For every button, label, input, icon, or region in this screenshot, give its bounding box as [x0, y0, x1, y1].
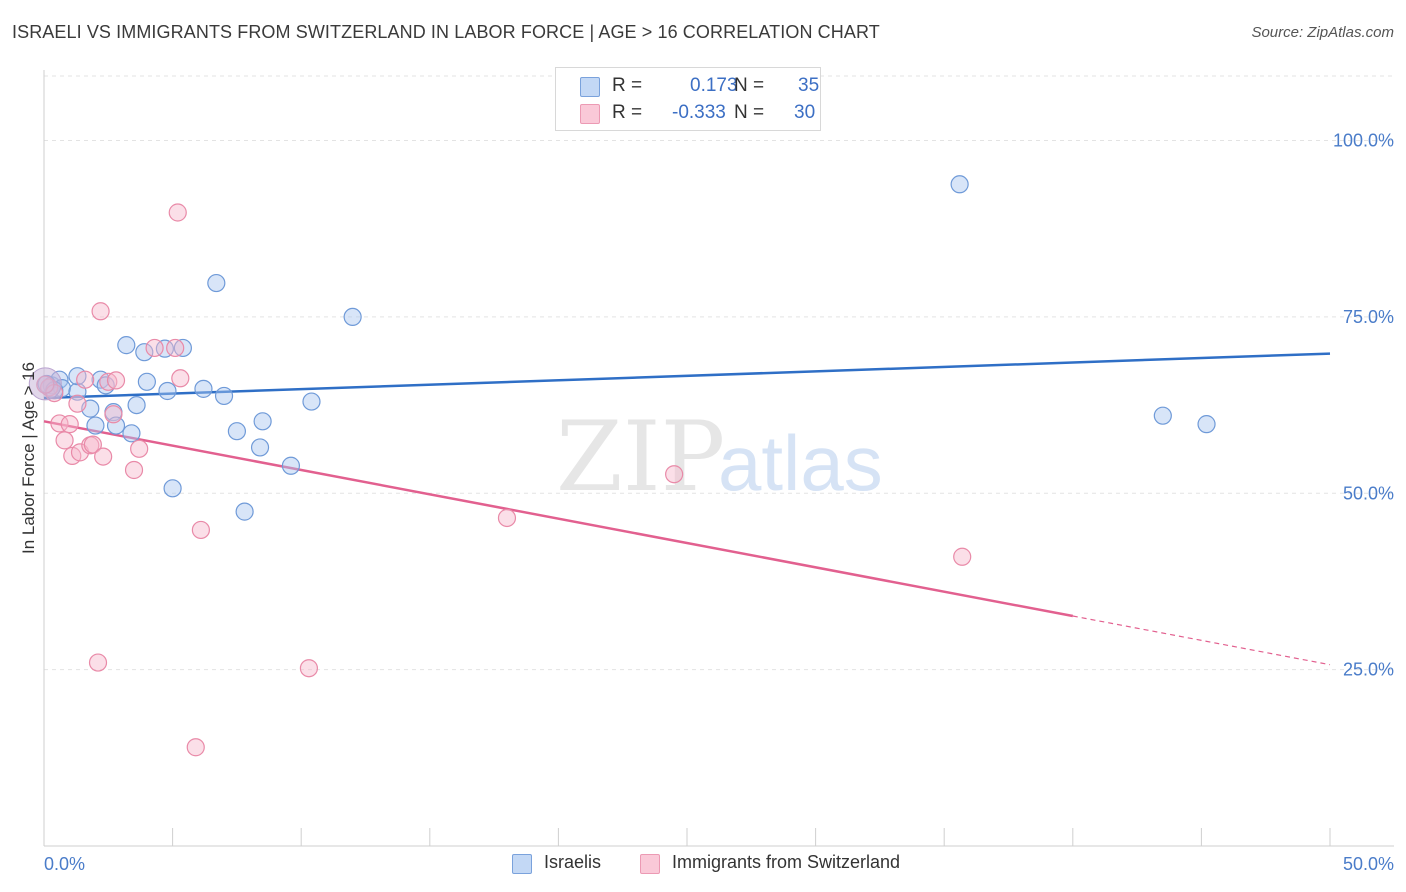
switzerland-point: [171, 369, 190, 388]
legend-swatch-switzerland: [580, 104, 600, 124]
switzerland-point: [299, 659, 319, 678]
x-tick-label-max: 50.0%: [1343, 854, 1394, 874]
israelis-point: [253, 412, 272, 431]
switzerland-point: [68, 394, 87, 413]
israelis-point: [207, 273, 226, 293]
switzerland-point: [99, 372, 118, 391]
y-tick-label: 75.0%: [1343, 307, 1394, 327]
legend-n-label: N =: [734, 102, 765, 123]
bottom-legend-label-switzerland: Immigrants from Switzerland: [672, 852, 901, 872]
israelis-point: [137, 372, 156, 391]
israelis-point: [950, 175, 969, 194]
watermark-atlas: atlas: [718, 419, 883, 507]
y-tick-label: 100.0%: [1333, 131, 1394, 151]
switzerland-point: [145, 338, 164, 358]
stats-legend: R = 0.173 N = 35 R = -0.333 N = 30: [555, 67, 821, 131]
israelis-point: [106, 416, 126, 435]
israelis-point: [281, 456, 301, 475]
switzerland-trend-extension: [1072, 615, 1331, 666]
legend-r-label: R =: [612, 75, 643, 96]
bottom-legend-swatch-switzerland: [640, 854, 660, 874]
legend-r-label: R =: [612, 102, 643, 123]
switzerland-point: [953, 547, 972, 566]
israelis-point: [135, 343, 154, 362]
legend-swatch-israelis: [580, 77, 600, 97]
legend-n-value: 30: [794, 102, 816, 123]
switzerland-point: [130, 439, 149, 458]
switzerland-point: [168, 203, 187, 222]
israelis-point: [117, 336, 136, 355]
legend-r-value: 0.173: [690, 75, 738, 96]
legend-r-value: -0.333: [672, 102, 726, 123]
switzerland-point: [50, 414, 69, 433]
source-credit: Source: ZipAtlas.com: [1251, 24, 1394, 41]
israelis-point: [86, 416, 105, 435]
switzerland-point: [106, 371, 126, 390]
israelis-point: [235, 502, 254, 521]
switzerland-point: [55, 431, 74, 450]
data-points: [28, 175, 1216, 757]
israelis-point: [163, 479, 182, 498]
switzerland-point: [76, 370, 95, 389]
switzerland-point: [104, 405, 123, 424]
bottom-legend-swatch-israelis: [512, 854, 532, 874]
israelis-point: [302, 392, 321, 411]
bottom-legend-label-israelis: Israelis: [544, 852, 602, 872]
israelis-point: [194, 379, 213, 398]
israelis-trend-line: [43, 352, 1331, 400]
israelis-point: [155, 339, 174, 358]
axes: [43, 70, 1394, 847]
switzerland-point: [124, 460, 144, 480]
grid-lines: [44, 75, 1394, 671]
switzerland-point: [186, 738, 205, 757]
chart-title: ISRAELI VS IMMIGRANTS FROM SWITZERLAND I…: [12, 22, 880, 42]
switzerland-trend-line: [43, 420, 1074, 618]
switzerland-point: [166, 338, 185, 358]
watermark-zip: ZIP: [556, 401, 725, 513]
legend-n-value: 35: [798, 75, 820, 96]
y-axis-label: In Labor Force | Age > 16: [19, 362, 38, 554]
switzerland-point: [60, 415, 79, 434]
watermark: ZIP atlas: [556, 401, 883, 513]
israelis-point: [173, 338, 192, 358]
x-tick-label-min: 0.0%: [44, 854, 85, 874]
israelis-point: [127, 395, 146, 415]
israelis-point: [122, 424, 141, 443]
switzerland-point: [91, 302, 110, 321]
switzerland-point: [83, 435, 102, 454]
legend-n-label: N =: [734, 75, 765, 96]
overlap-point: [28, 367, 62, 401]
switzerland-point: [191, 520, 210, 540]
switzerland-point: [497, 508, 517, 528]
israelis-point: [214, 386, 234, 406]
switzerland-point: [665, 465, 684, 484]
israelis-point: [1153, 406, 1172, 425]
israelis-point: [1197, 415, 1216, 434]
y-tick-labels: 25.0% 50.0% 75.0% 100.0%: [1333, 131, 1394, 680]
israelis-point: [250, 438, 270, 457]
israelis-point: [227, 422, 246, 441]
y-tick-label: 50.0%: [1343, 483, 1394, 503]
switzerland-point: [94, 447, 113, 466]
trend-lines: [43, 352, 1331, 666]
israelis-point: [343, 307, 362, 327]
switzerland-point: [88, 653, 108, 672]
israelis-point: [158, 381, 177, 401]
x-axis-ticks: [43, 828, 1331, 846]
y-tick-label: 25.0%: [1343, 660, 1394, 680]
